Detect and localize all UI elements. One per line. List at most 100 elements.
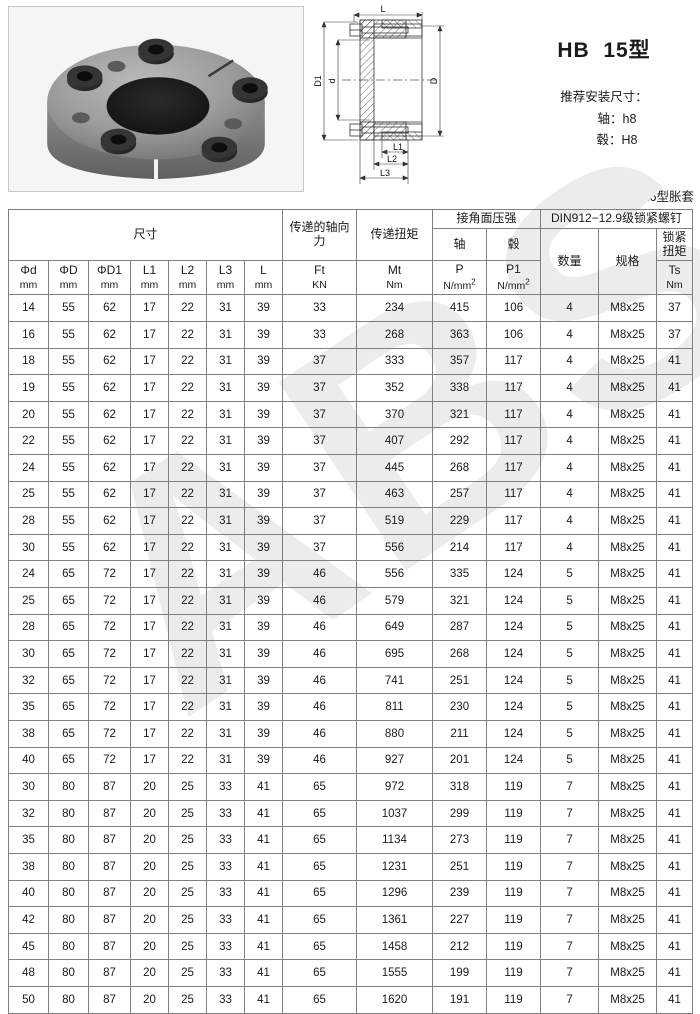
cell-L3: 33 bbox=[206, 879, 245, 908]
cell-L3: 31 bbox=[206, 454, 245, 482]
cell-L2: 25 bbox=[168, 773, 207, 801]
cell-L1: 20 bbox=[130, 932, 169, 961]
cell-L: 39 bbox=[244, 294, 283, 323]
cell-规格: M8x25 bbox=[598, 613, 658, 642]
cell-L1: 17 bbox=[130, 533, 169, 562]
cell-L: 39 bbox=[244, 454, 283, 482]
cell-Ts: 37 bbox=[656, 294, 694, 323]
cell-规格: M8x25 bbox=[598, 587, 658, 615]
cell-ΦD1: 72 bbox=[88, 640, 131, 668]
cell-L: 39 bbox=[244, 719, 283, 748]
cell-P1: 117 bbox=[485, 347, 542, 376]
cell-P1: 124 bbox=[485, 640, 542, 668]
cell-Ts: 41 bbox=[656, 773, 694, 801]
cell-ΦD1: 62 bbox=[88, 400, 131, 429]
dim-label-L: L bbox=[380, 4, 385, 14]
cell-规格: M8x25 bbox=[598, 321, 658, 349]
table-header-row-3: Φd mm ΦD mm ΦD1 mm L1 mm L2 mm L3 mm L bbox=[8, 260, 694, 296]
cell-L1: 17 bbox=[130, 560, 169, 589]
table-row: 30 65 72 17 22 31 39 46 695 268 124 5 M8x25 41 bbox=[8, 640, 694, 668]
cell-规格: M8x25 bbox=[598, 852, 658, 881]
cell-L2: 22 bbox=[168, 507, 207, 535]
table-row: 38 80 87 20 25 33 41 65 1231 251 119 7 M8x25 41 bbox=[8, 852, 694, 881]
cell-L: 39 bbox=[244, 613, 283, 642]
table-row: 28 55 62 17 22 31 39 37 519 229 117 4 M8x25 41 bbox=[8, 507, 694, 535]
cell-ΦD1: 72 bbox=[88, 587, 131, 615]
cell-L2: 22 bbox=[168, 347, 207, 376]
cell-Ts: 41 bbox=[656, 746, 694, 775]
dim-label-L2: L2 bbox=[387, 154, 397, 164]
cell-Φd: 50 bbox=[8, 985, 49, 1014]
cell-数量: 5 bbox=[540, 560, 600, 589]
subheader-hub: 毂 bbox=[485, 227, 542, 262]
cell-L2: 22 bbox=[168, 640, 207, 668]
cell-数量: 4 bbox=[540, 427, 600, 456]
cell-Φd: 42 bbox=[8, 906, 49, 934]
cell-L2: 22 bbox=[168, 427, 207, 456]
cell-Φd: 35 bbox=[8, 826, 49, 854]
cell-L2: 22 bbox=[168, 533, 207, 562]
cell-L1: 17 bbox=[130, 693, 169, 721]
cell-P: 363 bbox=[432, 321, 487, 349]
cell-ΦD: 55 bbox=[48, 533, 89, 562]
cell-规格: M8x25 bbox=[598, 454, 658, 482]
cell-L1: 17 bbox=[130, 666, 169, 695]
unit-header-L3: L3 mm bbox=[206, 260, 245, 296]
page-title: HB 15型 bbox=[557, 39, 651, 62]
cell-P: 229 bbox=[432, 507, 487, 535]
cell-Ts: 41 bbox=[656, 587, 694, 615]
cell-Ft: 65 bbox=[282, 852, 357, 881]
cell-Φd: 19 bbox=[8, 374, 49, 402]
cell-ΦD1: 72 bbox=[88, 693, 131, 721]
cell-Ft: 37 bbox=[282, 454, 357, 482]
cell-ΦD1: 87 bbox=[88, 879, 131, 908]
unit-header-P1: P1 N/mm2 bbox=[485, 260, 542, 296]
cell-ΦD1: 72 bbox=[88, 666, 131, 695]
cell-Φd: 40 bbox=[8, 746, 49, 775]
cell-规格: M8x25 bbox=[598, 640, 658, 668]
cell-L: 39 bbox=[244, 693, 283, 721]
cell-ΦD: 65 bbox=[48, 560, 89, 589]
cell-Φd: 48 bbox=[8, 959, 49, 987]
cell-ΦD: 80 bbox=[48, 826, 89, 854]
cell-Ft: 46 bbox=[282, 613, 357, 642]
cell-Φd: 38 bbox=[8, 719, 49, 748]
cell-数量: 5 bbox=[540, 719, 600, 748]
cell-P1: 124 bbox=[485, 746, 542, 775]
cell-L2: 22 bbox=[168, 374, 207, 402]
cell-Ts: 41 bbox=[656, 852, 694, 881]
cell-ΦD1: 87 bbox=[88, 852, 131, 881]
cell-ΦD1: 87 bbox=[88, 959, 131, 987]
cell-P1: 117 bbox=[485, 374, 542, 402]
cell-L3: 31 bbox=[206, 666, 245, 695]
cell-Mt: 234 bbox=[356, 294, 433, 323]
cell-ΦD: 80 bbox=[48, 985, 89, 1014]
cell-Φd: 24 bbox=[8, 560, 49, 589]
cell-L: 41 bbox=[244, 852, 283, 881]
table-row: 22 55 62 17 22 31 39 37 407 292 117 4 M8x25 41 bbox=[8, 427, 694, 456]
cell-P1: 117 bbox=[485, 427, 542, 456]
cell-P: 357 bbox=[432, 347, 487, 376]
cell-Ft: 46 bbox=[282, 719, 357, 748]
cell-ΦD1: 62 bbox=[88, 374, 131, 402]
cell-数量: 4 bbox=[540, 400, 600, 429]
table-row: 18 55 62 17 22 31 39 37 333 357 117 4 M8x25 41 bbox=[8, 347, 694, 376]
cell-数量: 4 bbox=[540, 347, 600, 376]
cell-L1: 17 bbox=[130, 400, 169, 429]
cell-P1: 119 bbox=[485, 799, 542, 828]
cell-Φd: 32 bbox=[8, 799, 49, 828]
cell-L3: 31 bbox=[206, 746, 245, 775]
cell-L3: 31 bbox=[206, 613, 245, 642]
cell-Ft: 46 bbox=[282, 666, 357, 695]
cell-规格: M8x25 bbox=[598, 374, 658, 402]
cell-L3: 33 bbox=[206, 932, 245, 961]
cell-L: 39 bbox=[244, 640, 283, 668]
cell-L3: 31 bbox=[206, 347, 245, 376]
cell-Mt: 880 bbox=[356, 719, 433, 748]
subheader-spec: 规格 bbox=[598, 227, 658, 296]
cell-Φd: 45 bbox=[8, 932, 49, 961]
table-header-row-1: 尺寸 传递的轴向力 传递扭矩 接角面压强 DIN912−12.9级锁紧螺钉 bbox=[8, 208, 694, 262]
table-row: 38 65 72 17 22 31 39 46 880 211 124 5 M8x25 41 bbox=[8, 719, 694, 748]
cell-L: 39 bbox=[244, 746, 283, 775]
cell-数量: 4 bbox=[540, 507, 600, 535]
